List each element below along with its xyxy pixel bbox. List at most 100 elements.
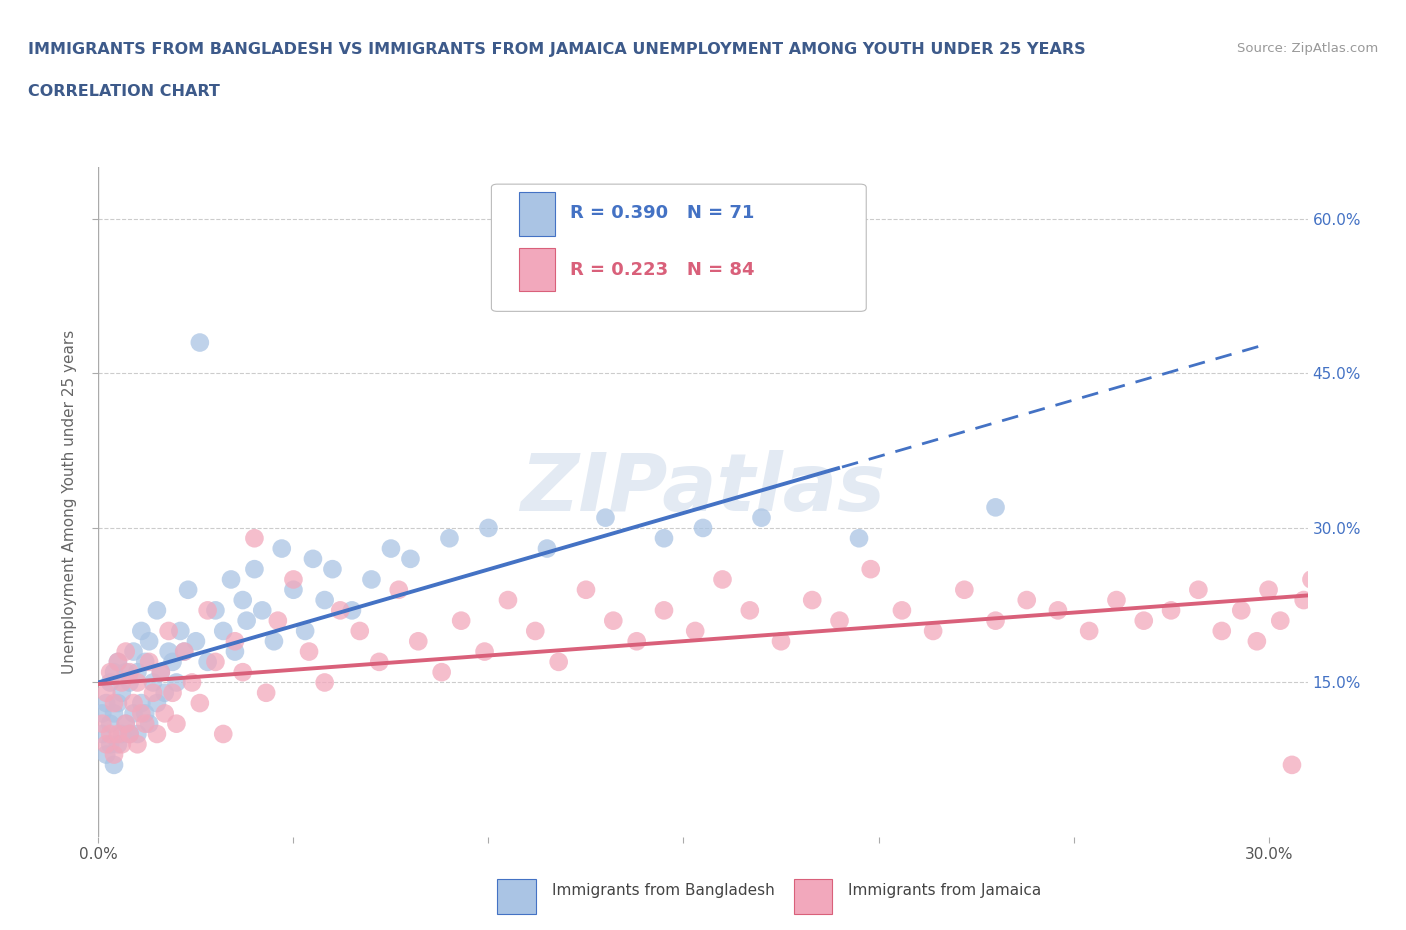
Point	[450, 613, 472, 628]
Point	[399, 551, 422, 566]
Point	[1132, 613, 1154, 628]
Point	[131, 706, 153, 721]
Point	[153, 685, 176, 700]
Point	[177, 582, 200, 597]
FancyBboxPatch shape	[519, 193, 555, 235]
Text: Immigrants from Jamaica: Immigrants from Jamaica	[848, 884, 1042, 898]
Point	[149, 665, 172, 680]
Point	[204, 655, 226, 670]
Point	[1211, 623, 1233, 638]
Point	[114, 716, 136, 731]
Point	[103, 706, 125, 721]
Point	[146, 603, 169, 618]
Text: Source: ZipAtlas.com: Source: ZipAtlas.com	[1237, 42, 1378, 55]
Point	[1230, 603, 1253, 618]
Point	[98, 665, 121, 680]
Point	[103, 696, 125, 711]
Point	[314, 675, 336, 690]
Point	[340, 603, 363, 618]
Text: IMMIGRANTS FROM BANGLADESH VS IMMIGRANTS FROM JAMAICA UNEMPLOYMENT AMONG YOUTH U: IMMIGRANTS FROM BANGLADESH VS IMMIGRANTS…	[28, 42, 1085, 57]
Point	[138, 655, 160, 670]
Point	[118, 665, 141, 680]
Point	[314, 592, 336, 607]
Point	[602, 613, 624, 628]
Point	[197, 655, 219, 670]
Point	[283, 572, 305, 587]
Point	[114, 716, 136, 731]
Point	[536, 541, 558, 556]
Point	[430, 665, 453, 680]
Point	[652, 603, 675, 618]
Point	[294, 623, 316, 638]
Point	[111, 675, 134, 690]
Point	[1105, 592, 1128, 607]
Point	[1046, 603, 1069, 618]
Point	[169, 623, 191, 638]
Point	[801, 592, 824, 607]
Point	[439, 531, 461, 546]
Point	[96, 685, 118, 700]
Point	[149, 665, 172, 680]
Point	[1308, 623, 1330, 638]
Point	[575, 582, 598, 597]
Point	[138, 634, 160, 649]
Point	[91, 726, 114, 741]
Point	[91, 706, 114, 721]
Point	[111, 685, 134, 700]
Point	[349, 623, 371, 638]
Point	[243, 562, 266, 577]
Point	[652, 531, 675, 546]
Point	[219, 572, 242, 587]
FancyBboxPatch shape	[492, 184, 866, 312]
Point	[859, 562, 882, 577]
Point	[321, 562, 343, 577]
Point	[188, 335, 211, 350]
Point	[232, 665, 254, 680]
Point	[254, 685, 277, 700]
Y-axis label: Unemployment Among Youth under 25 years: Unemployment Among Youth under 25 years	[62, 330, 77, 674]
Point	[118, 726, 141, 741]
Point	[122, 644, 145, 659]
Point	[595, 511, 617, 525]
Point	[131, 623, 153, 638]
Point	[1160, 603, 1182, 618]
Point	[165, 675, 187, 690]
Point	[547, 655, 569, 670]
Point	[1281, 757, 1303, 772]
Point	[131, 696, 153, 711]
Point	[188, 696, 211, 711]
Point	[283, 582, 305, 597]
Point	[496, 592, 519, 607]
Point	[107, 655, 129, 670]
Point	[165, 716, 187, 731]
Point	[1246, 634, 1268, 649]
Point	[263, 634, 285, 649]
Point	[406, 634, 429, 649]
Point	[173, 644, 195, 659]
Point	[181, 675, 204, 690]
Point	[103, 747, 125, 762]
Point	[329, 603, 352, 618]
Point	[162, 685, 184, 700]
Point	[1187, 582, 1209, 597]
Point	[270, 541, 292, 556]
Point	[146, 696, 169, 711]
Point	[96, 747, 118, 762]
Point	[368, 655, 391, 670]
Point	[146, 726, 169, 741]
Point	[1270, 613, 1292, 628]
Point	[922, 623, 945, 638]
Point	[197, 603, 219, 618]
Point	[738, 603, 761, 618]
Point	[1257, 582, 1279, 597]
Point	[984, 613, 1007, 628]
Point	[243, 531, 266, 546]
Point	[111, 726, 134, 741]
Point	[1015, 592, 1038, 607]
Point	[232, 592, 254, 607]
FancyBboxPatch shape	[498, 879, 536, 914]
FancyBboxPatch shape	[793, 879, 832, 914]
Point	[252, 603, 274, 618]
Point	[127, 675, 149, 690]
Point	[142, 675, 165, 690]
